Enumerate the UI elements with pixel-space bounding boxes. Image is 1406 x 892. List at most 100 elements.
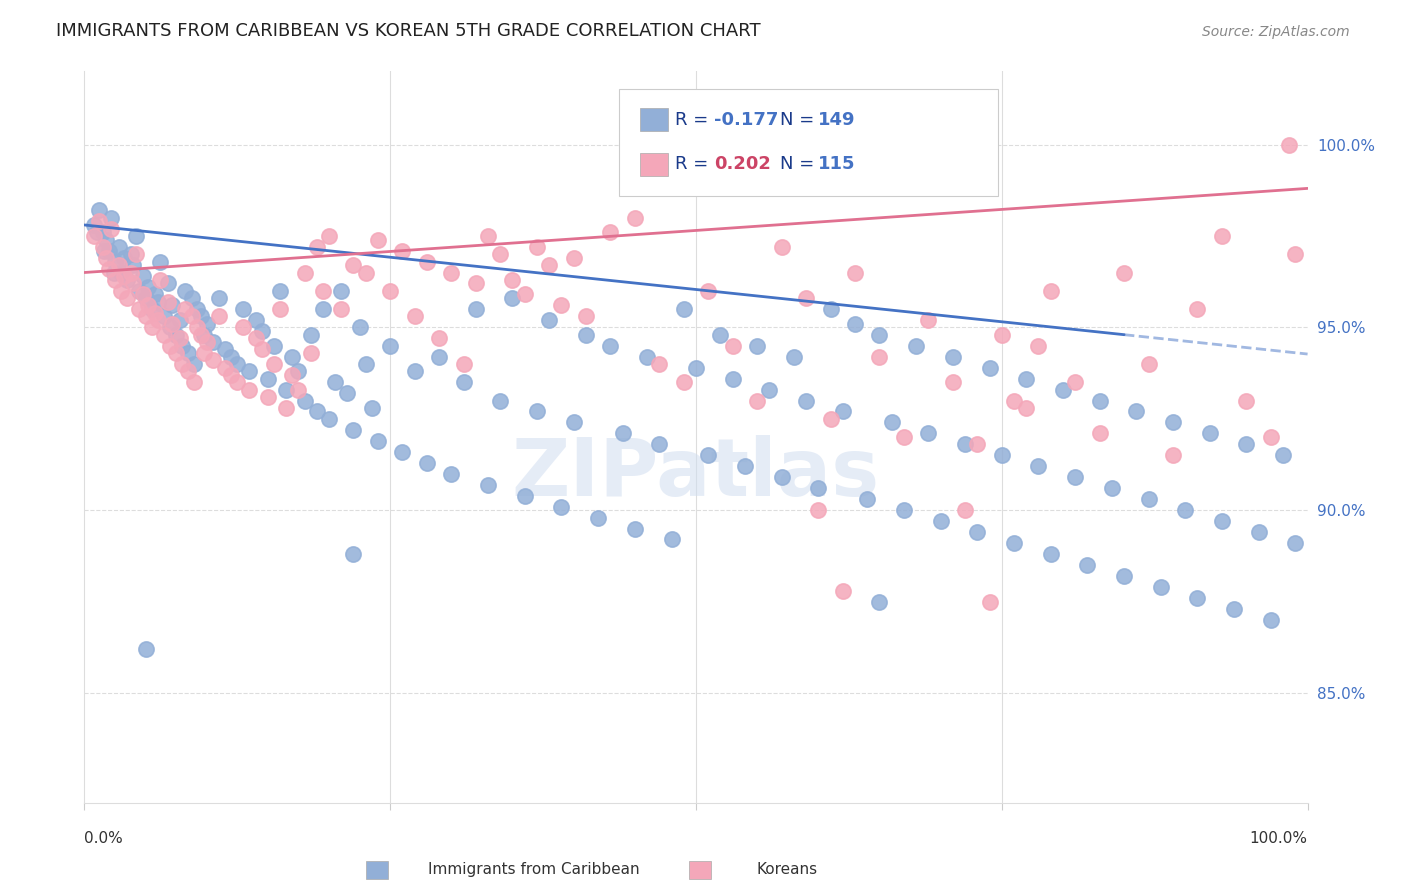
Point [1101,481,1123,495]
Point [186,301,208,317]
Point [391,444,413,458]
Point [162,317,184,331]
Point [391,244,413,258]
Point [354,265,377,279]
Point [477,228,499,243]
Point [953,503,976,517]
Point [177,346,200,360]
Text: 149: 149 [818,111,856,128]
Point [453,375,475,389]
Point [183,375,205,389]
Point [193,346,215,360]
Point [162,298,184,312]
Point [318,411,340,425]
Point [416,456,439,470]
Point [195,334,218,349]
Point [648,357,671,371]
Point [1211,228,1233,243]
Text: R =: R = [675,111,714,128]
Point [942,375,965,389]
Point [159,339,181,353]
Point [917,313,939,327]
Point [624,211,647,225]
Point [636,350,658,364]
Point [575,310,598,324]
Point [165,327,187,342]
Point [96,233,118,247]
Point [132,287,155,301]
Point [367,233,389,247]
Point [110,265,132,279]
Point [758,383,780,397]
Point [190,327,212,342]
Point [427,350,450,364]
Point [513,287,536,301]
Point [869,594,891,608]
Point [1161,416,1184,430]
Point [562,416,585,430]
Point [440,467,463,481]
Point [538,313,561,327]
Point [153,327,176,342]
Point [156,277,179,291]
Point [125,228,148,243]
Point [770,470,793,484]
Point [783,350,806,364]
Point [831,404,853,418]
Point [360,401,382,415]
Point [1187,591,1209,605]
Point [1223,602,1246,616]
Point [489,393,512,408]
Point [1211,514,1233,528]
Point [112,269,135,284]
Point [110,284,132,298]
Point [276,401,298,415]
Point [349,320,371,334]
Point [122,277,145,291]
Point [257,390,280,404]
Point [526,240,548,254]
Point [172,339,194,353]
Point [979,360,1001,375]
Point [380,284,402,298]
Point [238,383,260,397]
Point [201,353,224,368]
Text: 115: 115 [818,155,856,173]
Point [1039,284,1062,298]
Point [263,339,285,353]
Point [893,503,915,517]
Point [104,254,127,268]
Point [1284,247,1306,261]
Point [214,360,236,375]
Point [115,291,138,305]
Point [226,357,249,371]
Point [1161,448,1184,462]
Point [177,364,200,378]
Point [905,339,928,353]
Point [208,291,231,305]
Point [869,350,891,364]
Point [165,346,187,360]
Point [97,244,120,258]
Point [342,423,364,437]
Point [281,350,304,364]
Point [269,301,291,317]
Point [103,265,125,279]
Point [183,357,205,371]
Point [562,251,585,265]
Point [1076,558,1098,573]
Point [1114,265,1136,279]
Point [1236,437,1258,451]
Point [893,430,915,444]
Point [1174,503,1197,517]
Point [1052,383,1074,397]
Point [294,265,316,279]
Point [477,477,499,491]
Point [856,492,879,507]
Point [87,214,110,228]
Point [367,434,389,448]
Point [844,265,866,279]
Point [1125,404,1147,418]
Point [287,383,309,397]
Point [299,346,322,360]
